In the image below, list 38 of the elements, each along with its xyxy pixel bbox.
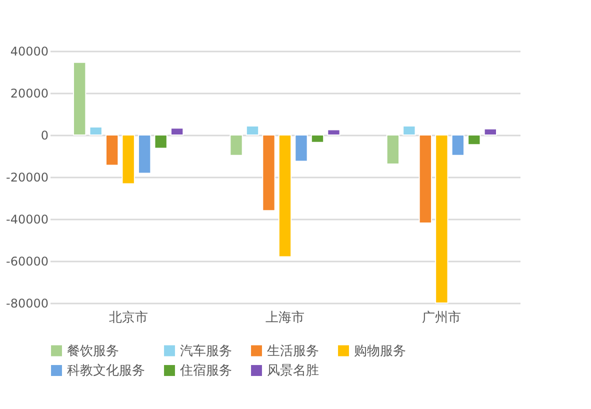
legend-label: 汽车服务 bbox=[180, 344, 232, 359]
bar bbox=[327, 129, 340, 136]
legend-label: 风景名胜 bbox=[267, 364, 319, 378]
bar bbox=[138, 134, 152, 174]
bar bbox=[230, 134, 243, 156]
y-tick-label: 20000 bbox=[10, 86, 48, 100]
y-tick-label: -40000 bbox=[6, 212, 48, 226]
legend-label: 住宿服务 bbox=[179, 362, 232, 378]
legend-label: 科教文化服务 bbox=[67, 364, 145, 378]
y-tick-label: -20000 bbox=[6, 170, 48, 184]
y-tick-label: -60000 bbox=[6, 254, 48, 268]
bar bbox=[154, 134, 168, 149]
bar bbox=[386, 134, 400, 164]
bar bbox=[105, 134, 119, 166]
bar bbox=[310, 134, 324, 143]
legend-label: 餐饮服务 bbox=[67, 344, 119, 359]
bar bbox=[262, 134, 276, 212]
y-tick-label: 40000 bbox=[10, 44, 48, 58]
y-tick-label: 0 bbox=[40, 128, 48, 142]
bar bbox=[170, 128, 184, 136]
bar bbox=[484, 128, 497, 136]
bar bbox=[451, 134, 465, 156]
x-tick-label: 北京市 bbox=[108, 310, 148, 326]
legend-label: 购物服务 bbox=[354, 344, 406, 359]
legend-label: 生活服务 bbox=[267, 344, 319, 359]
bar bbox=[468, 134, 481, 146]
x-tick-label: 广州市 bbox=[422, 310, 462, 326]
bar bbox=[418, 134, 432, 224]
bar bbox=[246, 125, 260, 136]
bar bbox=[294, 134, 308, 162]
y-tick-label: -80000 bbox=[6, 296, 48, 310]
bar bbox=[402, 125, 416, 136]
bar bbox=[73, 62, 86, 136]
bar bbox=[122, 134, 135, 184]
bar bbox=[435, 134, 448, 304]
bar bbox=[89, 126, 102, 136]
bar bbox=[278, 134, 292, 258]
x-tick-label: 上海市 bbox=[266, 310, 304, 326]
